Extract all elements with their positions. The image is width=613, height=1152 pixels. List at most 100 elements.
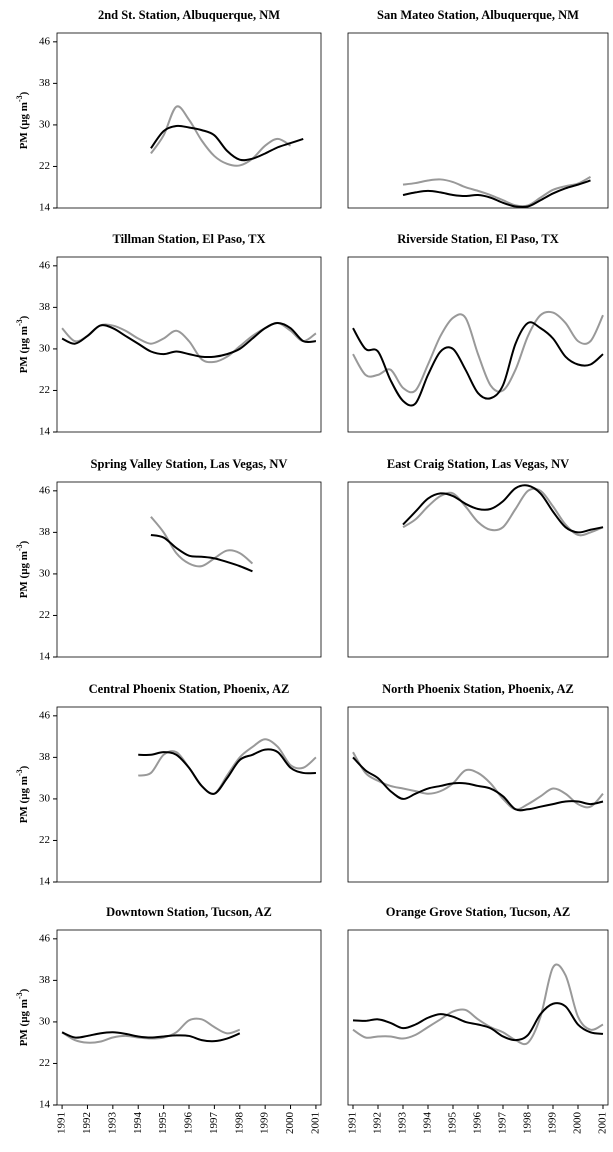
chart-title: Orange Grove Station, Tucson, AZ — [386, 905, 571, 919]
series-line — [352, 321, 604, 407]
y-label-sup: -3 — [15, 319, 24, 326]
series-line — [352, 1002, 604, 1042]
panel: San Mateo Station, Albuquerque, NM — [347, 8, 609, 209]
panel: Orange Grove Station, Tucson, AZ 1991 1992… — [347, 905, 609, 1134]
series-line — [150, 533, 253, 573]
y-label-text: PM (µg m — [18, 551, 30, 598]
y-axis-label: PM (µg m-3) — [15, 765, 30, 823]
x-tick-label: 2000 — [572, 1112, 584, 1135]
plot-frame — [56, 706, 322, 883]
x-tick-label: 2001 — [597, 1112, 609, 1134]
y-label-sup: -3 — [15, 992, 24, 999]
y-axis-label: PM (µg m-3) — [15, 540, 30, 598]
chart-title: San Mateo Station, Albuquerque, NM — [377, 8, 579, 22]
x-tick-label: 1998 — [522, 1112, 534, 1135]
series-line — [150, 105, 292, 167]
y-tick-label: 14 — [39, 651, 51, 663]
x-tick-label: 1995 — [447, 1112, 459, 1135]
plot-frame — [56, 481, 322, 658]
y-tick-label: 14 — [39, 1099, 51, 1111]
x-tick-label: 2001 — [309, 1112, 321, 1134]
chart-title: Riverside Station, El Paso, TX — [397, 232, 559, 246]
y-tick-label: 30 — [39, 567, 51, 579]
x-tick-label: 1997 — [208, 1112, 220, 1135]
plot-frame — [347, 256, 609, 433]
series-line — [402, 484, 604, 534]
y-label-end: ) — [18, 988, 30, 992]
plot-frame — [347, 706, 609, 883]
y-tick-label: 46 — [39, 35, 51, 47]
x-tick-label: 1991 — [56, 1112, 68, 1134]
x-tick-label: 1992 — [81, 1112, 93, 1134]
y-tick-label: 46 — [39, 709, 51, 721]
y-tick-label: 22 — [39, 1057, 50, 1069]
y-axis-label: PM (µg m-3) — [15, 988, 30, 1046]
series-line — [61, 321, 317, 364]
panel: Downtown Station, Tucson, AZ 14 22 30 38 46 19… — [15, 905, 322, 1134]
chart-title: East Craig Station, Las Vegas, NV — [387, 457, 569, 471]
x-tick-label: 1996 — [472, 1112, 484, 1135]
plot-frame — [347, 32, 609, 209]
series-line — [402, 175, 591, 208]
y-tick-label: 38 — [39, 77, 51, 89]
series-line — [352, 963, 604, 1046]
y-tick-label: 30 — [39, 792, 51, 804]
x-tick-label: 1999 — [259, 1112, 271, 1135]
panel: Spring Valley Station, Las Vegas, NV 14 22… — [15, 457, 322, 663]
chart-title: 2nd St. Station, Albuquerque, NM — [98, 8, 280, 22]
panel: 2nd St. Station, Albuquerque, NM 14 22 30 38… — [15, 8, 322, 214]
series-line — [352, 751, 604, 811]
y-tick-label: 14 — [39, 426, 51, 438]
y-tick-label: 14 — [39, 876, 51, 888]
chart-title: North Phoenix Station, Phoenix, AZ — [382, 682, 574, 696]
y-label-sup: -3 — [15, 544, 24, 551]
y-tick-label: 14 — [39, 202, 51, 214]
y-label-text: PM (µg m — [18, 999, 30, 1046]
x-tick-label: 1993 — [106, 1112, 118, 1135]
x-tick-label: 1998 — [233, 1112, 245, 1135]
panel: Central Phoenix Station, Phoenix, AZ 14 22… — [15, 682, 322, 888]
panel: East Craig Station, Las Vegas, NV — [347, 457, 609, 658]
plot-frame — [56, 256, 322, 433]
y-axis-label: PM (µg m-3) — [15, 91, 30, 149]
y-tick-label: 38 — [39, 526, 51, 538]
x-tick-label: 1999 — [547, 1112, 559, 1135]
x-tick-label: 1991 — [347, 1112, 359, 1134]
panel: North Phoenix Station, Phoenix, AZ — [347, 682, 609, 883]
x-tick-label: 1995 — [157, 1112, 169, 1135]
y-tick-label: 38 — [39, 751, 51, 763]
series-line — [61, 1031, 241, 1043]
y-tick-label: 22 — [39, 160, 50, 172]
plot-frame — [347, 481, 609, 658]
y-tick-label: 22 — [39, 384, 50, 396]
y-label-end: ) — [18, 91, 30, 95]
series-line — [150, 124, 304, 162]
x-tick-label: 1997 — [497, 1112, 509, 1135]
panel: Tillman Station, El Paso, TX 14 22 30 38 46 PM… — [15, 232, 322, 438]
chart-title: Tillman Station, El Paso, TX — [112, 232, 265, 246]
series-line — [150, 516, 254, 568]
series-line — [138, 748, 316, 795]
series-line — [61, 1017, 241, 1044]
y-tick-label: 30 — [39, 118, 51, 130]
plot-frame — [347, 929, 609, 1106]
y-label-end: ) — [18, 540, 30, 544]
x-tick-label: 1994 — [132, 1112, 144, 1135]
y-label-sup: -3 — [15, 95, 24, 102]
x-tick-label: 1996 — [183, 1112, 195, 1135]
y-label-sup: -3 — [15, 769, 24, 776]
y-tick-label: 22 — [39, 609, 50, 621]
y-tick-label: 46 — [39, 484, 51, 496]
x-tick-label: 2000 — [284, 1112, 296, 1135]
y-tick-label: 46 — [39, 259, 51, 271]
plot-frame — [56, 929, 322, 1106]
plot-frame — [56, 32, 322, 209]
y-label-text: PM (µg m — [18, 776, 30, 823]
y-label-text: PM (µg m — [18, 102, 30, 149]
y-tick-label: 38 — [39, 974, 51, 986]
chart-title: Central Phoenix Station, Phoenix, AZ — [89, 682, 290, 696]
x-tick-label: 1994 — [422, 1112, 434, 1135]
panel: Riverside Station, El Paso, TX — [347, 232, 609, 433]
series-line — [352, 756, 604, 812]
